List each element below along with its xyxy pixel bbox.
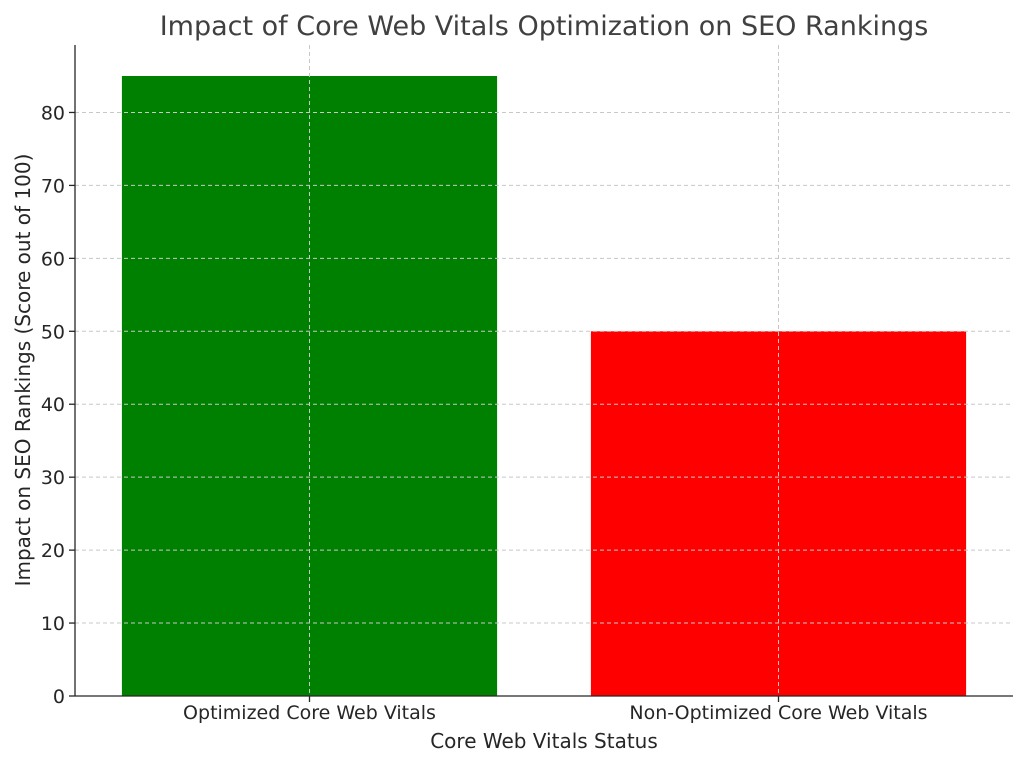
bar [121, 76, 498, 696]
x-tick-label: Optimized Core Web Vitals [183, 702, 436, 724]
y-tick-label: 20 [41, 540, 65, 562]
grid-layer [75, 45, 1013, 696]
y-tick-label: 80 [41, 102, 65, 124]
axis-layer: 0 10 20 30 40 50 60 70 80 Optimized Core Web Vita… [41, 45, 1013, 724]
y-tick-label: 10 [41, 613, 65, 635]
x-axis-label: Core Web Vitals Status [430, 729, 658, 753]
y-tick-label: 40 [41, 394, 65, 416]
chart-title: Impact of Core Web Vitals Optimization o… [160, 11, 929, 42]
y-tick-label: 30 [41, 467, 65, 489]
y-axis-label: Impact on SEO Rankings (Score out of 100… [11, 154, 35, 587]
y-tick-label: 50 [41, 321, 65, 343]
x-tick-label: Non-Optimized Core Web Vitals [629, 702, 927, 724]
y-tick-label: 70 [41, 175, 65, 197]
y-tick-label: 0 [53, 686, 65, 708]
bar-layer [121, 76, 967, 696]
y-tick-label: 60 [41, 248, 65, 270]
